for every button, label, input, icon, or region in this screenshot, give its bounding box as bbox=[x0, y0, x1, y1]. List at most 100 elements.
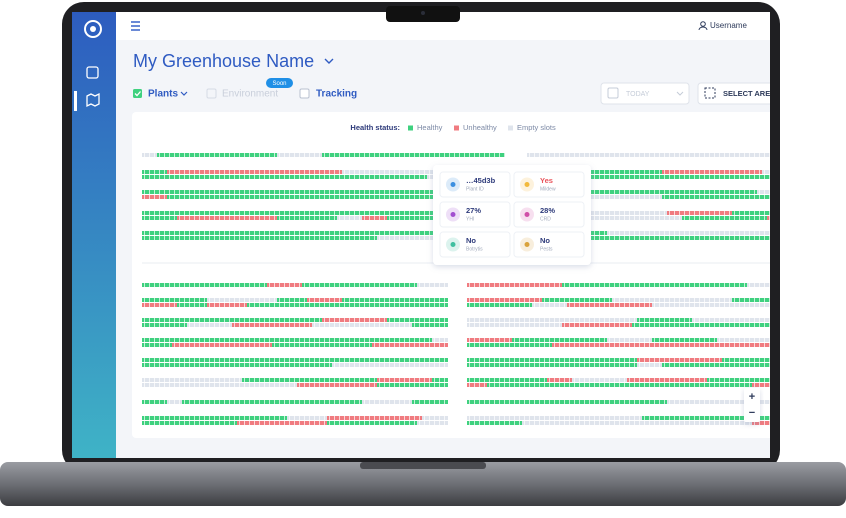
plant-slots bbox=[722, 358, 770, 362]
plant-slots bbox=[567, 195, 662, 199]
tooltip-card bbox=[513, 201, 585, 228]
plant-slots bbox=[662, 175, 707, 179]
plant-slots bbox=[182, 298, 207, 302]
plant-slots bbox=[232, 323, 312, 327]
plant-slots bbox=[177, 303, 207, 307]
plant-slots bbox=[262, 318, 322, 322]
tooltip-card bbox=[439, 231, 511, 258]
date-value[interactable]: TODAY bbox=[626, 91, 650, 98]
plant-slots bbox=[367, 231, 412, 235]
tooltip-card bbox=[439, 171, 511, 198]
plant-slots bbox=[712, 190, 757, 194]
card-icon-dot bbox=[450, 212, 456, 217]
zoom-in[interactable]: + bbox=[749, 391, 755, 403]
plant-slots bbox=[207, 298, 277, 302]
zoom-out[interactable]: − bbox=[749, 407, 755, 419]
select-area-label[interactable]: SELECT AREA bbox=[723, 89, 776, 98]
plant-slots bbox=[362, 216, 387, 220]
plant-slots bbox=[417, 303, 448, 307]
plant-slots bbox=[542, 298, 592, 302]
plant-slots bbox=[317, 236, 377, 240]
tracking-tab[interactable]: Tracking bbox=[316, 89, 357, 100]
soon-label: Soon bbox=[272, 81, 286, 87]
plant-slots bbox=[417, 283, 437, 287]
plant-slots bbox=[377, 298, 448, 302]
plant-slots bbox=[142, 383, 212, 387]
card-icon-dot bbox=[450, 242, 456, 247]
plant-slots bbox=[637, 363, 662, 367]
plant-slots bbox=[412, 400, 448, 404]
legend-empty: Empty slots bbox=[517, 123, 556, 132]
dashboard-icon[interactable] bbox=[86, 66, 99, 79]
plant-slots bbox=[747, 283, 770, 287]
plant-slots bbox=[467, 358, 562, 362]
plant-slots bbox=[172, 343, 272, 347]
map-icon[interactable] bbox=[86, 92, 100, 108]
plant-slots bbox=[627, 378, 707, 382]
calendar-icon bbox=[607, 87, 619, 99]
plant-slots bbox=[162, 298, 182, 302]
plant-slots bbox=[272, 343, 302, 347]
greenhouse-title[interactable]: My Greenhouse Name bbox=[133, 51, 314, 71]
laptop-notch-base bbox=[360, 462, 486, 469]
plant-slots bbox=[547, 378, 572, 382]
plant-slots bbox=[267, 358, 307, 362]
date-picker[interactable] bbox=[600, 82, 690, 105]
plant-slots bbox=[142, 170, 167, 174]
title-dropdown[interactable] bbox=[324, 58, 334, 64]
plant-slots bbox=[342, 170, 437, 174]
plant-slots bbox=[467, 363, 557, 367]
plant-slots bbox=[572, 378, 627, 382]
plant-slots bbox=[407, 153, 482, 157]
plant-slots bbox=[387, 318, 448, 322]
plant-slots bbox=[142, 195, 167, 199]
plant-slots bbox=[522, 421, 587, 425]
environment-tab: Environment bbox=[222, 89, 278, 100]
plant-slots bbox=[237, 190, 332, 194]
username[interactable]: Username bbox=[710, 21, 747, 30]
menu-button[interactable] bbox=[131, 21, 140, 31]
plant-slots bbox=[467, 416, 557, 420]
environment-checkbox bbox=[206, 88, 217, 99]
plant-slots bbox=[467, 378, 527, 382]
plant-slots bbox=[652, 303, 707, 307]
plant-slots bbox=[577, 216, 682, 220]
plant-slots bbox=[142, 363, 242, 367]
plant-slots bbox=[567, 303, 652, 307]
plant-slots bbox=[267, 283, 302, 287]
plant-slots bbox=[762, 195, 770, 199]
select-area-icon bbox=[704, 87, 716, 99]
plant-slots bbox=[762, 170, 770, 174]
plant-slots bbox=[557, 363, 637, 367]
plant-slots bbox=[142, 318, 217, 322]
plant-slots bbox=[242, 378, 342, 382]
plant-slots bbox=[342, 298, 377, 302]
tooltip-card bbox=[513, 231, 585, 258]
plant-slots bbox=[302, 283, 342, 287]
plant-slots bbox=[437, 283, 448, 287]
plant-slots bbox=[377, 175, 427, 179]
plant-slots bbox=[747, 195, 762, 199]
plant-slots bbox=[187, 195, 217, 199]
plant-slots bbox=[427, 363, 448, 367]
plant-slots bbox=[377, 383, 448, 387]
select-area-button[interactable] bbox=[697, 82, 788, 105]
plant-slots bbox=[372, 343, 448, 347]
plant-slots bbox=[312, 323, 412, 327]
plant-slots bbox=[142, 323, 187, 327]
map-panel bbox=[132, 112, 770, 438]
plant-slots bbox=[242, 363, 332, 367]
plant-slots bbox=[402, 190, 462, 194]
plant-slots bbox=[562, 383, 627, 387]
plant-slots bbox=[642, 190, 712, 194]
plants-dropdown[interactable] bbox=[180, 91, 188, 96]
tracking-checkbox[interactable] bbox=[299, 88, 310, 99]
plants-checkbox[interactable] bbox=[133, 89, 142, 98]
plant-slots bbox=[187, 323, 232, 327]
plant-slots bbox=[667, 400, 752, 404]
plant-slots bbox=[157, 153, 197, 157]
plant-slots bbox=[142, 303, 177, 307]
plant-slots bbox=[467, 298, 542, 302]
plants-tab[interactable]: Plants bbox=[148, 89, 178, 100]
